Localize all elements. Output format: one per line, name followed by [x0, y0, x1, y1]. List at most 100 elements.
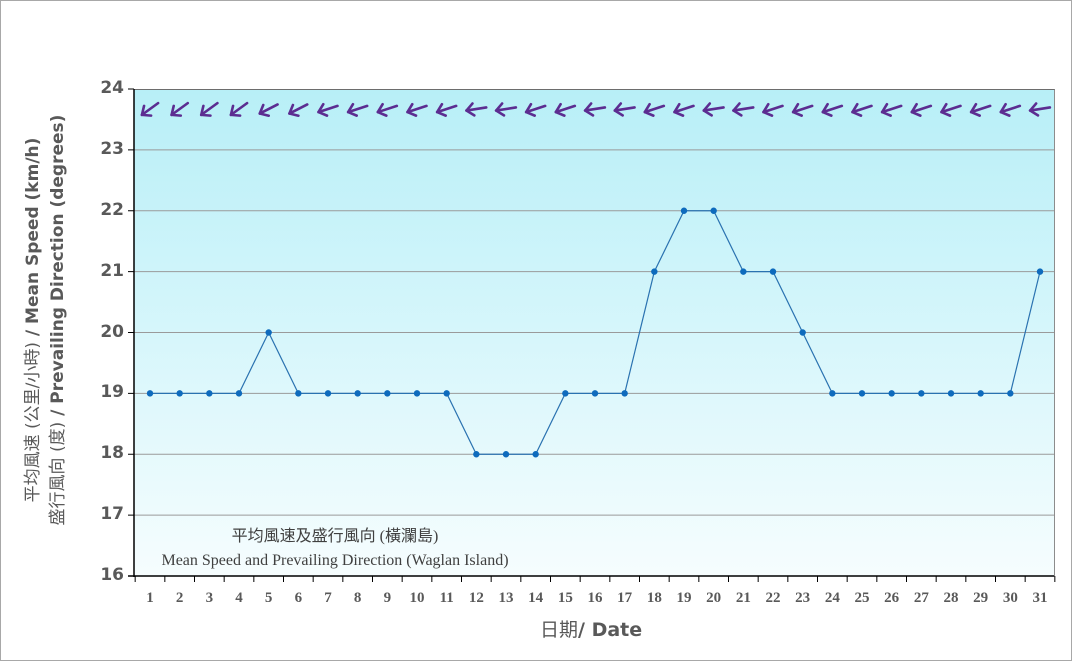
data-point: [206, 390, 213, 397]
chart-title-zh: 平均風速及盛行風向 (橫瀾島): [231, 528, 439, 545]
y-tick-label: 19: [100, 382, 124, 403]
wind-direction-arrow-icon: [435, 102, 458, 117]
x-axis-label-en: / Date: [578, 619, 643, 641]
y-tick-label: 16: [100, 565, 124, 585]
x-tick-label: 5: [264, 590, 273, 606]
wind-direction-arrow-icon: [732, 102, 755, 117]
y-axis-label: 平均風速 (公里/小時) / Mean Speed (km/h) 盛行風向 (度…: [21, 90, 77, 550]
wind-direction-arrow-icon: [851, 102, 873, 117]
data-point: [473, 451, 480, 458]
data-point: [651, 268, 658, 275]
y-tick-label: 21: [100, 260, 124, 281]
data-point: [918, 390, 925, 397]
data-point: [235, 390, 243, 397]
wind-direction-arrow-icon: [406, 102, 428, 117]
data-point: [740, 268, 747, 275]
x-tick-label: 26: [884, 590, 900, 606]
y-axis-label-line2-en: / Prevailing Direction (degrees): [48, 114, 68, 422]
wind-direction-arrow-icon: [170, 101, 190, 117]
data-point: [710, 207, 717, 214]
y-tick-label: 20: [100, 321, 124, 342]
data-point: [502, 451, 510, 458]
wind-direction-arrow-icon: [229, 101, 249, 117]
wind-direction-arrow-icon: [317, 102, 339, 117]
wind-direction-arrow-icon: [465, 102, 488, 117]
y-axis-label-line1-en: / Mean Speed (km/h): [23, 137, 43, 343]
x-tick-label: 19: [676, 590, 692, 606]
wind-direction-arrow-icon: [762, 102, 784, 117]
data-point: [947, 390, 955, 397]
data-point: [621, 390, 628, 397]
x-tick-label: 15: [557, 590, 573, 606]
y-tick-label: 24: [100, 78, 124, 98]
wind-direction-arrow-icon: [910, 102, 933, 117]
data-point: [176, 390, 183, 397]
data-point: [799, 329, 806, 336]
wind-direction-arrow-icon: [613, 102, 636, 117]
x-tick-label: 18: [646, 590, 662, 606]
wind-direction-arrow-icon: [673, 102, 695, 117]
x-tick-label: 21: [735, 590, 751, 606]
x-tick-label: 12: [468, 590, 484, 606]
data-point: [443, 390, 450, 397]
x-tick-label: 3: [205, 590, 214, 606]
data-point: [680, 207, 688, 214]
y-tick-label: 17: [100, 504, 124, 525]
x-tick-label: 25: [854, 590, 870, 606]
data-point: [532, 451, 539, 458]
wind-direction-arrow-icon: [288, 103, 309, 118]
wind-direction-arrow-icon: [643, 102, 666, 117]
wind-direction-arrow-icon: [583, 102, 607, 117]
y-tick-label: 22: [100, 199, 124, 220]
data-point: [265, 329, 272, 336]
wind-direction-arrow-icon: [554, 102, 577, 117]
x-tick-label: 4: [235, 590, 243, 606]
x-tick-label: 16: [587, 590, 603, 606]
wind-direction-arrow-icon: [258, 103, 279, 118]
data-point: [769, 268, 777, 275]
x-tick-label: 13: [498, 590, 514, 606]
data-point: [324, 390, 332, 397]
x-tick-label: 27: [913, 590, 929, 606]
data-point: [888, 390, 895, 397]
x-tick-label: 11: [439, 590, 454, 606]
chart-title-annotation: 平均風速及盛行風向 (橫瀾島) Mean Speed and Prevailin…: [138, 525, 532, 573]
chart-title-en: Mean Speed and Prevailing Direction (Wag…: [161, 552, 509, 569]
x-tick-label: 7: [324, 590, 332, 606]
wind-direction-arrow-icon: [791, 102, 814, 117]
x-tick-label: 30: [1002, 590, 1018, 606]
wind-direction-arrow-icon: [1028, 102, 1052, 117]
wind-direction-arrow-icon: [880, 102, 903, 117]
data-point: [384, 390, 391, 397]
data-point: [591, 390, 599, 397]
x-tick-label: 29: [973, 590, 989, 606]
wind-direction-arrow-icon: [376, 102, 399, 117]
x-tick-label: 2: [175, 590, 184, 606]
wind-direction-arrow-icon: [140, 101, 160, 117]
data-point: [858, 390, 866, 397]
data-point: [295, 390, 302, 397]
x-tick-label: 1: [146, 590, 154, 606]
wind-direction-arrow-icon: [821, 102, 844, 117]
data-point: [413, 390, 421, 397]
data-point: [977, 390, 984, 397]
data-point: [562, 390, 569, 397]
x-tick-label: 10: [409, 590, 425, 606]
y-tick-label: 23: [100, 138, 124, 159]
x-tick-label: 20: [706, 590, 722, 606]
x-tick-label: 24: [824, 590, 840, 606]
y-tick-label: 18: [100, 443, 124, 464]
x-tick-label: 28: [943, 590, 959, 606]
wind-direction-arrow-icon: [940, 102, 962, 117]
wind-direction-arrow-icon: [346, 102, 369, 117]
x-tick-label: 6: [294, 590, 303, 606]
data-point: [829, 390, 836, 397]
x-tick-label: 23: [795, 590, 811, 606]
x-tick-label: 14: [528, 590, 544, 606]
data-point: [1036, 268, 1044, 275]
wind-direction-arrow-icon: [524, 102, 547, 117]
wind-direction-arrow-icon: [999, 102, 1022, 117]
x-tick-label: 31: [1032, 590, 1048, 606]
y-axis-label-line2-zh: 盛行風向 (度): [48, 421, 68, 526]
